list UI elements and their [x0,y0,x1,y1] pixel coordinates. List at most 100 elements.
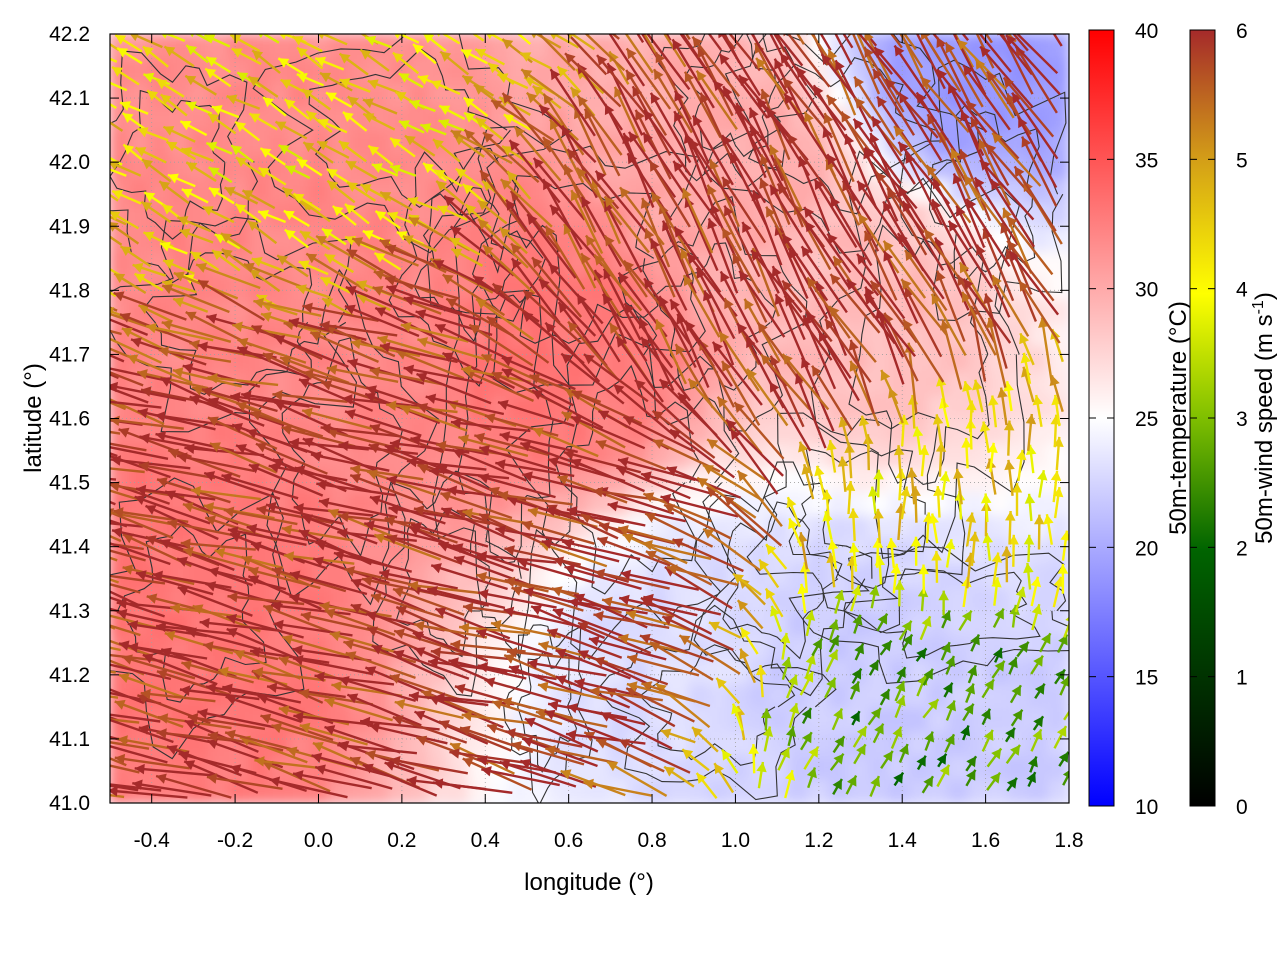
wind-arrow-head [613,15,623,26]
heatmap-cell [788,778,810,804]
wind-arrow-head [81,707,91,718]
wind-arrow-head [508,25,519,35]
wind-arrow-head [45,588,56,598]
heatmap-cell [948,778,970,804]
wind-arrow-head [67,711,77,721]
wind-arrow-shaft [42,429,117,456]
wind-arrow-head [82,629,93,639]
wind-arrow-shaft [52,559,119,583]
wind-arrow-head [59,380,70,390]
wind-arrow-head [67,570,78,580]
wind-arrow-head [648,7,658,18]
wind-arrow-head [752,3,762,14]
wind-arrow-head [525,19,536,30]
heatmap-cell [808,562,830,588]
wind-arrow-head [662,8,672,19]
wind-arrow-shaft [43,692,118,720]
wind-arrow-head [59,774,69,784]
wind-arrow-head [99,309,110,319]
wind-arrow-head [76,646,87,656]
heatmap-cell [748,634,770,660]
wind-arrow [42,427,117,456]
wind-arrow-head [98,507,108,517]
wind-arrow-head [457,22,468,32]
heatmap-cell [808,442,830,468]
heatmap-cell [1048,321,1070,347]
wind-arrow-head [51,499,62,509]
heatmap-cell [768,562,790,588]
heatmap-cell [748,610,770,636]
wind-arrow-head [572,21,583,32]
heatmap-cell [449,754,471,780]
heatmap-cell [249,153,271,179]
heatmap-cell [189,730,211,756]
wind-arrow [43,691,118,721]
heatmap-cell [469,778,491,804]
wind-arrow-head [91,224,102,234]
wind-arrow-head [93,208,104,218]
wind-arrow-head [94,260,105,269]
heatmap-cell [828,706,850,732]
heatmap-cell [708,730,730,756]
heatmap-cell [189,129,211,155]
heatmap-cell [1048,105,1070,131]
heatmap-cell [529,177,551,203]
heatmap-cell [1048,297,1070,323]
wind-arrow-head [50,718,61,728]
heatmap-cell [948,634,970,660]
wind-arrow-head [90,32,101,42]
heatmap-cell [908,586,930,612]
heatmap-cell [888,778,910,804]
heatmap-cell [1048,33,1070,59]
heatmap-cell [469,57,491,83]
heatmap-cell [768,706,790,732]
heatmap-cell [1008,57,1030,83]
heatmap-cell [988,706,1010,732]
temperature-heatmap [109,33,1070,804]
wind-arrow-head [54,510,65,520]
heatmap-cell [1048,730,1070,756]
wind-arrow-head [98,164,109,174]
heatmap-cell [1048,706,1070,732]
heatmap-cell [968,586,990,612]
heatmap-cell [908,562,930,588]
heatmap-cell [728,730,750,756]
heatmap-cell [1028,273,1050,299]
wind-arrow-head [99,393,110,403]
heatmap-cell [908,273,930,299]
wind-arrow-head [90,738,101,748]
wind-arrow-head [95,449,106,459]
heatmap-cell [768,682,790,708]
heatmap-cell [1048,778,1070,804]
wind-arrow-head [632,18,642,29]
heatmap-cell [449,778,471,804]
heatmap-cell [848,754,870,780]
wind-arrow-head [88,49,99,59]
heatmap-cell [249,105,271,131]
heatmap-cell [808,706,830,732]
wind-arrow-head [73,373,84,383]
heatmap-cell [1028,177,1050,203]
wind-arrow-head [66,752,77,762]
wind-arrow-head [82,777,92,788]
heatmap-cell [848,730,870,756]
wind-arrow-head [98,714,109,724]
heatmap-cell [988,658,1010,684]
wind-arrow-head [710,10,720,21]
wind-arrow-head [794,0,804,7]
heatmap-cell [708,249,730,275]
heatmap-cell [768,418,790,444]
heatmap-cell [968,610,990,636]
wind-arrow-head [93,658,104,668]
wind-arrow-head [97,151,108,160]
wind-arrow-shaft [559,0,619,39]
heatmap-cell [908,730,930,756]
wind-arrow-head [751,0,760,7]
wind-arrow-head [629,8,638,19]
wind-arrow-head [49,313,60,323]
heatmap-cell [269,225,291,251]
heatmap-cell [728,442,750,468]
wind-arrow-head [675,22,685,33]
